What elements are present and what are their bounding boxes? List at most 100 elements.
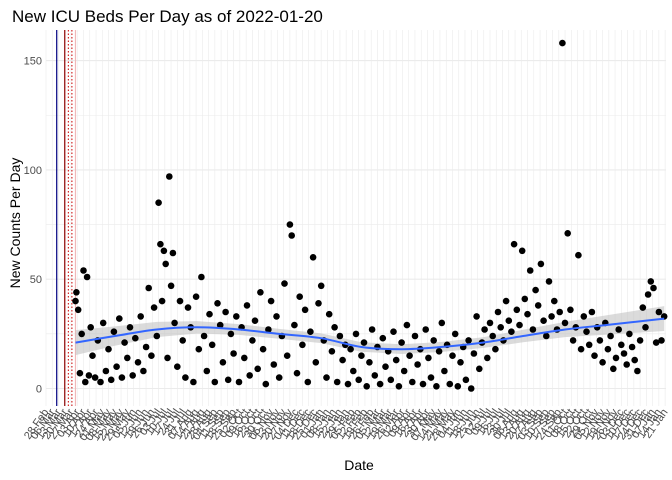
data-point	[537, 260, 545, 268]
data-point	[454, 383, 462, 390]
data-point	[545, 278, 553, 285]
data-point	[190, 378, 197, 386]
data-point	[304, 378, 312, 386]
data-point	[467, 385, 475, 392]
data-point	[580, 313, 588, 320]
data-point	[235, 378, 243, 386]
data-point	[486, 319, 494, 327]
data-point	[110, 328, 118, 336]
data-point	[422, 326, 430, 333]
data-point	[184, 304, 192, 311]
data-point	[145, 284, 152, 292]
data-point	[612, 354, 620, 362]
data-point	[489, 332, 497, 340]
data-point	[628, 343, 636, 351]
data-point	[524, 310, 531, 318]
data-point	[502, 297, 510, 305]
data-point	[227, 330, 235, 338]
data-point	[494, 308, 502, 316]
data-point	[78, 330, 85, 338]
y-tick-label: 100	[24, 165, 42, 177]
data-point	[296, 293, 304, 301]
data-point	[134, 359, 142, 366]
x-axis-title: Date	[344, 457, 374, 473]
data-point	[150, 304, 158, 311]
y-axis-title: New Counts Per Day	[7, 158, 23, 289]
data-point	[116, 315, 123, 322]
data-point	[206, 310, 213, 318]
data-point	[259, 345, 267, 353]
data-point	[76, 369, 84, 377]
data-point	[286, 221, 294, 228]
data-point	[411, 332, 419, 340]
data-point	[270, 361, 278, 368]
data-point	[249, 337, 256, 344]
data-point	[121, 339, 128, 346]
data-point	[331, 324, 338, 331]
data-point	[171, 319, 178, 327]
y-axis-ticks: 0 50 100 150	[24, 56, 42, 396]
data-point	[650, 284, 657, 292]
data-point	[569, 337, 577, 344]
data-point	[293, 369, 301, 377]
data-point	[403, 321, 411, 329]
data-point	[281, 280, 288, 287]
data-point	[575, 251, 582, 259]
data-point	[366, 359, 373, 366]
data-point	[644, 291, 652, 298]
data-point	[433, 383, 440, 390]
data-point	[395, 383, 403, 390]
data-point	[438, 319, 446, 327]
data-point	[89, 352, 96, 360]
data-point	[273, 313, 280, 320]
data-point	[470, 350, 478, 357]
data-point	[251, 317, 259, 325]
data-point	[301, 306, 309, 314]
data-point	[333, 378, 341, 386]
data-point	[72, 297, 79, 305]
data-point	[481, 326, 488, 333]
data-point	[604, 345, 612, 353]
data-point	[556, 308, 563, 316]
data-point	[358, 352, 365, 360]
data-point	[518, 247, 526, 255]
data-point	[219, 359, 227, 366]
data-point	[390, 328, 397, 336]
gridlines	[45, 30, 666, 406]
data-point	[309, 253, 317, 261]
smooth-line	[75, 317, 665, 351]
data-point	[85, 372, 93, 379]
data-point	[427, 374, 435, 381]
data-point	[652, 339, 660, 346]
data-point	[376, 380, 384, 388]
data-point	[315, 300, 322, 307]
data-point	[634, 367, 641, 375]
data-point	[157, 240, 164, 248]
data-point	[153, 332, 161, 340]
data-point	[529, 326, 537, 333]
data-point	[160, 247, 168, 255]
data-point	[516, 321, 523, 329]
data-point	[97, 378, 104, 386]
data-point	[243, 302, 251, 309]
data-point	[615, 326, 622, 333]
data-point	[446, 380, 454, 388]
data-point	[102, 367, 110, 375]
data-point	[299, 341, 306, 349]
data-point	[339, 356, 346, 364]
data-point	[214, 300, 221, 307]
data-point	[267, 297, 275, 305]
data-point	[137, 313, 144, 320]
data-point	[387, 376, 395, 384]
data-point	[360, 339, 368, 346]
data-point	[607, 332, 614, 340]
data-point	[129, 372, 136, 379]
data-point	[392, 356, 400, 364]
y-tick-label: 0	[36, 384, 42, 396]
data-point	[368, 326, 376, 333]
data-point	[425, 354, 432, 362]
data-point	[414, 361, 421, 368]
data-point	[211, 378, 219, 386]
data-point	[510, 240, 518, 248]
